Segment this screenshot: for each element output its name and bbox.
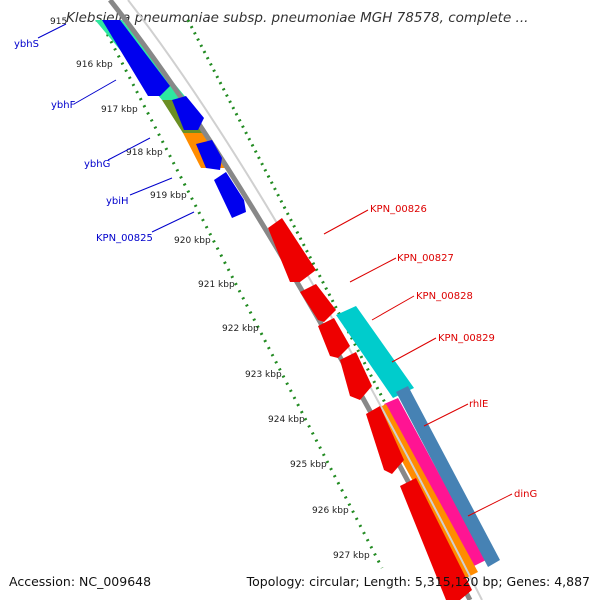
label-leader-line bbox=[37, 23, 67, 39]
reverse-gene-arrow[interactable] bbox=[340, 352, 372, 400]
inner-tick-track bbox=[98, 19, 384, 569]
scale-label: 917 kbp bbox=[101, 105, 138, 115]
gene-label-rhlE[interactable]: rhlE bbox=[469, 399, 488, 410]
genome-summary-text: Topology: circular; Length: 5,315,120 bp… bbox=[246, 574, 590, 589]
reverse-gene-arrow[interactable] bbox=[300, 284, 336, 322]
reverse-gene-arrow[interactable] bbox=[400, 478, 472, 600]
scale-label: 926 kbp bbox=[312, 506, 349, 516]
outer-tick-track bbox=[186, 19, 472, 569]
scale-label: 922 kbp bbox=[222, 324, 259, 334]
scale-label: 924 kbp bbox=[268, 415, 305, 425]
accession-text: Accession: NC_009648 bbox=[9, 574, 152, 589]
label-leader-line bbox=[107, 137, 151, 161]
label-leader-line bbox=[467, 493, 513, 517]
gene-label-KPN_00826[interactable]: KPN_00826 bbox=[370, 204, 427, 215]
scale-label: 920 kbp bbox=[174, 236, 211, 246]
forward-gene-arrow[interactable] bbox=[214, 172, 246, 218]
gene-label-ybhS[interactable]: ybhS bbox=[14, 39, 39, 50]
gene-label-dinG[interactable]: dinG bbox=[514, 489, 537, 500]
forward-gene-arrow[interactable] bbox=[196, 140, 222, 170]
gene-label-ybhG[interactable]: ybhG bbox=[84, 159, 110, 170]
gene-label-KPN_00825[interactable]: KPN_00825 bbox=[96, 233, 153, 244]
forward-gene-labels: ybhS ybhF ybhG ybiH KPN_00825 bbox=[14, 23, 195, 244]
scale-label: 919 kbp bbox=[150, 191, 187, 201]
forward-gene-arrow[interactable] bbox=[102, 20, 170, 96]
scale-label: 927 kbp bbox=[333, 551, 370, 561]
scale-label: 918 kbp bbox=[126, 148, 163, 158]
gene-label-ybiH[interactable]: ybiH bbox=[106, 196, 129, 207]
forward-gene-arrow[interactable] bbox=[172, 96, 204, 130]
scale-label: 915 bbox=[50, 17, 67, 27]
scale-label: 916 kbp bbox=[76, 60, 113, 70]
scale-label: 923 kbp bbox=[245, 370, 282, 380]
scale-label: 925 kbp bbox=[290, 460, 327, 470]
label-leader-line bbox=[151, 211, 195, 233]
label-leader-line bbox=[73, 79, 117, 105]
label-leader-line bbox=[423, 403, 469, 427]
label-leader-line bbox=[371, 295, 415, 321]
scale-labels: 915 916 kbp 917 kbp 918 kbp 919 kbp 920 … bbox=[50, 17, 370, 561]
reverse-gene-labels: KPN_00826 KPN_00827 KPN_00828 KPN_00829 … bbox=[323, 204, 537, 517]
label-leader-line bbox=[349, 257, 397, 283]
cds-band-magenta bbox=[384, 398, 486, 567]
reverse-gene-arrow[interactable] bbox=[268, 218, 316, 282]
label-leader-line bbox=[391, 337, 437, 363]
scale-label: 921 kbp bbox=[198, 280, 235, 290]
gene-label-KPN_00828[interactable]: KPN_00828 bbox=[416, 291, 473, 302]
label-leader-line bbox=[323, 209, 369, 235]
cds-band-blue bbox=[396, 386, 500, 567]
map-title: Klebsiella pneumoniae subsp. pneumoniae … bbox=[66, 10, 529, 26]
gene-label-KPN_00827[interactable]: KPN_00827 bbox=[397, 253, 454, 264]
reverse-gene-arrow[interactable] bbox=[318, 318, 350, 358]
cds-band-cyan bbox=[336, 306, 414, 398]
reverse-gene-arrow[interactable] bbox=[366, 406, 404, 474]
label-leader-line bbox=[129, 177, 173, 196]
gene-label-KPN_00829[interactable]: KPN_00829 bbox=[438, 333, 495, 344]
gene-label-ybhF[interactable]: ybhF bbox=[51, 100, 76, 111]
